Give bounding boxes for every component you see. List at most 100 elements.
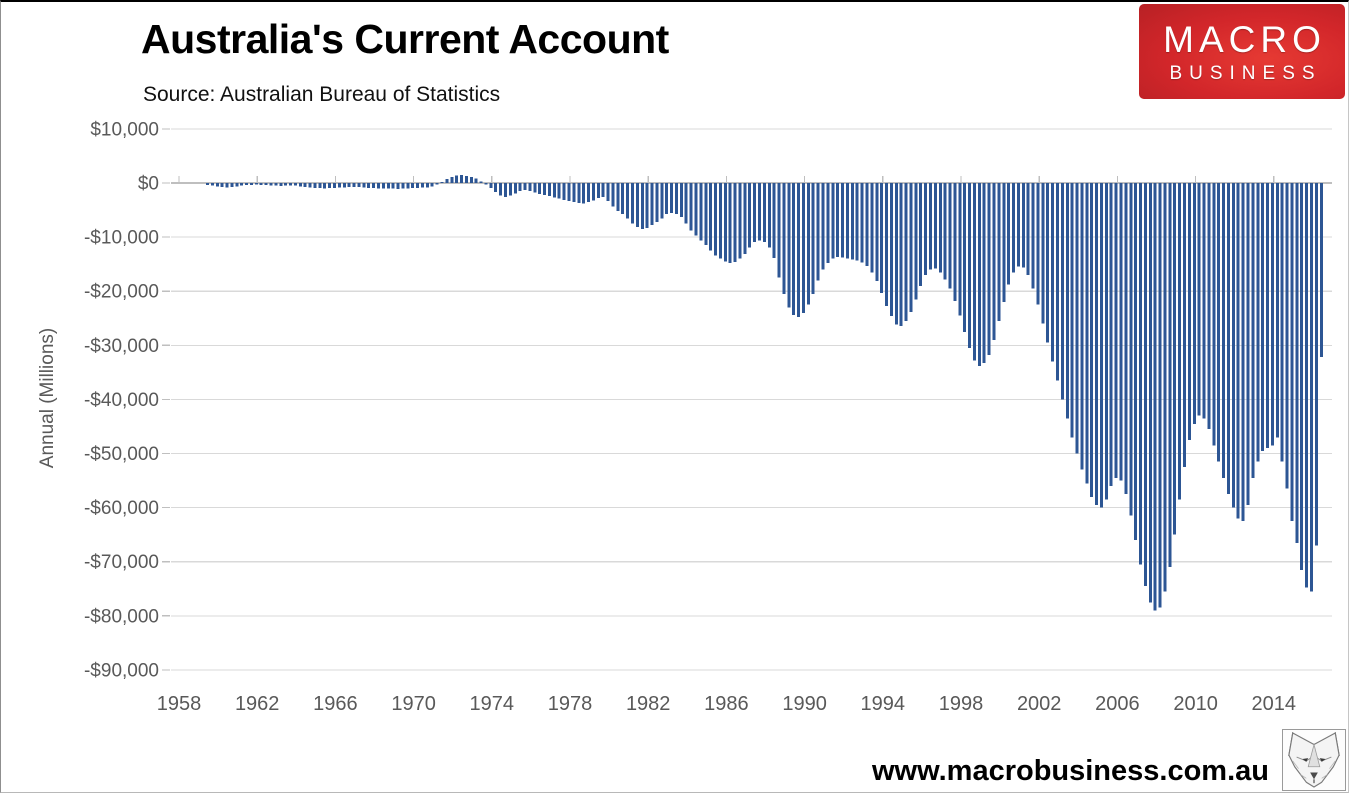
bar bbox=[1300, 183, 1304, 570]
y-tick-label: -$50,000 bbox=[84, 444, 159, 465]
bar bbox=[235, 183, 239, 187]
y-tick-label: -$40,000 bbox=[84, 390, 159, 411]
bar bbox=[655, 183, 659, 222]
bar bbox=[1026, 183, 1030, 275]
bar bbox=[845, 183, 849, 259]
bar bbox=[958, 183, 962, 316]
y-axis-labels: $10,000 $0 -$10,000 -$20,000 -$30,000 -$40,00… bbox=[84, 119, 159, 681]
bar bbox=[914, 183, 918, 300]
bar bbox=[1217, 183, 1221, 462]
bar bbox=[479, 181, 483, 183]
bar bbox=[450, 177, 454, 183]
bar bbox=[254, 183, 258, 185]
bar bbox=[557, 183, 561, 199]
x-tick-label: 2002 bbox=[1017, 693, 1062, 715]
bar bbox=[1114, 183, 1118, 478]
bar bbox=[587, 183, 591, 202]
x-axis-ticks bbox=[178, 176, 1275, 183]
bar bbox=[865, 183, 869, 266]
y-tick-label: -$10,000 bbox=[84, 228, 159, 249]
bar bbox=[469, 177, 473, 183]
bar bbox=[777, 183, 781, 278]
bar bbox=[1095, 183, 1099, 505]
bar bbox=[367, 183, 371, 188]
bar bbox=[1173, 183, 1177, 535]
bar bbox=[626, 183, 630, 219]
bar bbox=[386, 183, 390, 189]
bar bbox=[1168, 183, 1172, 568]
x-tick-label: 1966 bbox=[313, 693, 358, 715]
bar bbox=[806, 183, 810, 305]
bar bbox=[1187, 183, 1191, 440]
bar bbox=[567, 183, 571, 201]
bars bbox=[206, 174, 1323, 611]
x-tick-label: 1958 bbox=[157, 693, 202, 715]
bar bbox=[1192, 183, 1196, 424]
bar bbox=[621, 183, 625, 214]
bar bbox=[904, 183, 908, 321]
bar bbox=[1266, 183, 1270, 449]
bar bbox=[601, 183, 605, 198]
bar bbox=[591, 183, 595, 201]
bar bbox=[645, 183, 649, 228]
bar bbox=[1075, 183, 1079, 454]
bar bbox=[1065, 183, 1069, 419]
bar bbox=[1319, 183, 1323, 358]
bar bbox=[875, 183, 879, 281]
bar bbox=[1134, 183, 1138, 541]
bar bbox=[1002, 183, 1006, 303]
macrobusiness-logo: MACRO BUSINESS bbox=[1139, 4, 1345, 99]
bar bbox=[797, 183, 801, 318]
bar bbox=[894, 183, 898, 325]
bar bbox=[1060, 183, 1064, 400]
bar bbox=[518, 183, 522, 192]
bar bbox=[269, 183, 273, 186]
bar bbox=[513, 183, 517, 194]
bar bbox=[308, 183, 312, 188]
bar bbox=[572, 183, 576, 202]
bar bbox=[425, 183, 429, 188]
bar bbox=[396, 183, 400, 189]
bar bbox=[499, 183, 503, 196]
bar bbox=[977, 183, 981, 366]
bar bbox=[1261, 183, 1265, 451]
bar bbox=[684, 183, 688, 224]
bar bbox=[938, 183, 942, 273]
bar bbox=[1314, 183, 1318, 546]
bar bbox=[1163, 183, 1167, 592]
bar bbox=[352, 183, 356, 187]
bar bbox=[210, 183, 214, 186]
bar bbox=[1197, 183, 1201, 416]
bar bbox=[674, 183, 678, 214]
x-tick-label: 1974 bbox=[470, 693, 515, 715]
bar bbox=[249, 183, 253, 185]
bar bbox=[206, 183, 209, 185]
bar bbox=[1021, 183, 1025, 268]
bar bbox=[430, 183, 434, 187]
bar bbox=[801, 183, 805, 313]
bar bbox=[401, 183, 405, 189]
bar bbox=[631, 183, 634, 224]
bar bbox=[464, 175, 468, 183]
bar bbox=[381, 183, 385, 189]
bar bbox=[411, 183, 415, 189]
bar bbox=[1310, 183, 1314, 592]
bar bbox=[855, 183, 859, 261]
bar bbox=[528, 183, 532, 192]
bar bbox=[709, 183, 713, 251]
bar bbox=[264, 183, 268, 186]
bar bbox=[347, 183, 351, 188]
bar bbox=[1085, 183, 1089, 484]
bar bbox=[435, 183, 439, 185]
bar bbox=[1012, 183, 1016, 273]
bar bbox=[562, 183, 566, 200]
bar bbox=[523, 183, 527, 191]
bar bbox=[689, 183, 693, 231]
bar bbox=[1251, 183, 1255, 478]
bar bbox=[376, 183, 380, 189]
bar bbox=[758, 183, 761, 241]
bar bbox=[484, 183, 488, 185]
bar bbox=[1280, 183, 1284, 462]
chart-source: Source: Australian Bureau of Statistics bbox=[143, 83, 501, 106]
bar bbox=[1080, 183, 1084, 470]
